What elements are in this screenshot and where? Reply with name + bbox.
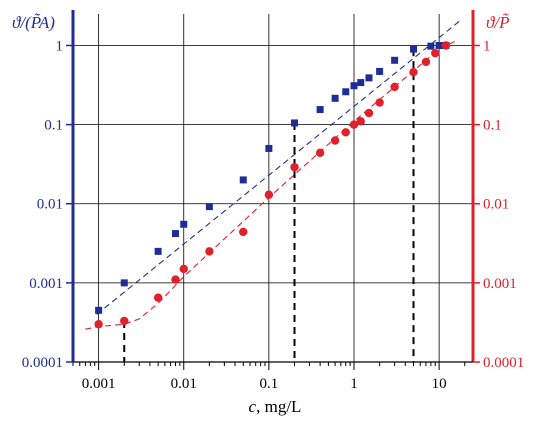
data-point-square — [410, 45, 418, 53]
y-right-tick-label: 0.1 — [483, 118, 502, 134]
data-point-square — [350, 82, 358, 90]
data-point-circle — [431, 48, 440, 58]
data-point-square — [427, 42, 435, 50]
data-point-square — [265, 144, 273, 152]
data-point-square — [342, 88, 350, 96]
data-point-square — [365, 74, 373, 82]
data-points — [94, 41, 451, 329]
x-axis-label: c, mg/L — [249, 397, 302, 416]
x-tick-label: 0.1 — [260, 376, 279, 392]
data-point-circle — [364, 108, 374, 118]
x-tick-label: 10 — [432, 376, 447, 392]
data-point-square — [357, 79, 365, 87]
data-point-circle — [171, 275, 180, 284]
tick-labels: 0.001 0.01 0.1 1 10 0.0001 0.0001 0.001 0.001 0.0… — [22, 38, 525, 392]
y-axis-left-label: ϑ/(P̃A) — [12, 13, 55, 32]
data-point-square — [180, 220, 188, 228]
data-point-circle — [356, 117, 365, 126]
y-left-tick-label: 1 — [56, 38, 64, 54]
data-point-square — [316, 106, 324, 114]
data-point-square — [205, 203, 213, 211]
data-point-circle — [205, 247, 214, 256]
data-point-circle — [290, 162, 299, 172]
y-left-tick-label: 0.001 — [29, 276, 63, 292]
data-point-circle — [441, 41, 451, 50]
data-point-circle — [179, 264, 188, 274]
data-point-circle — [349, 120, 359, 129]
data-point-circle — [153, 293, 163, 302]
x-tick-label: 0.001 — [82, 376, 116, 392]
data-point-circle — [264, 190, 274, 199]
y-axis-right-label: ϑ/P̃ — [486, 13, 509, 32]
data-point-square — [331, 94, 339, 102]
fit-line-right — [85, 40, 457, 330]
data-point-square — [291, 119, 299, 127]
data-point-circle — [409, 67, 418, 77]
data-point-square — [120, 279, 128, 287]
data-point-circle — [315, 148, 325, 158]
data-point-circle — [239, 227, 248, 237]
y-left-tick-label: 0.1 — [44, 118, 63, 134]
y-right-tick-label: 0.001 — [483, 276, 517, 292]
data-point-circle — [330, 136, 340, 145]
data-point-circle — [421, 57, 431, 67]
x-axis-label-var: c — [249, 397, 257, 416]
data-point-square — [435, 41, 443, 49]
fit-line-left — [96, 19, 462, 315]
data-point-square — [95, 306, 103, 314]
x-axis-label-unit: , mg/L — [256, 397, 301, 416]
data-point-square — [154, 247, 162, 255]
y-left-tick-label: 0.0001 — [22, 355, 63, 371]
grid — [73, 14, 473, 362]
data-point-square — [172, 230, 180, 238]
x-tick-label: 1 — [350, 376, 358, 392]
data-point-circle — [120, 316, 129, 326]
axes — [66, 10, 480, 370]
data-point-square — [239, 176, 247, 184]
data-point-circle — [375, 98, 384, 107]
data-point-square — [391, 56, 399, 64]
data-point-circle — [94, 320, 103, 329]
y-right-tick-label: 0.01 — [483, 197, 509, 213]
x-tick-label: 0.01 — [171, 376, 197, 392]
y-right-tick-label: 1 — [483, 38, 491, 54]
data-point-square — [376, 67, 384, 75]
data-point-circle — [390, 82, 399, 92]
reference-lines — [123, 49, 415, 362]
y-right-tick-label: 0.0001 — [483, 355, 524, 371]
data-point-circle — [341, 128, 350, 137]
y-left-tick-label: 0.01 — [37, 197, 63, 213]
